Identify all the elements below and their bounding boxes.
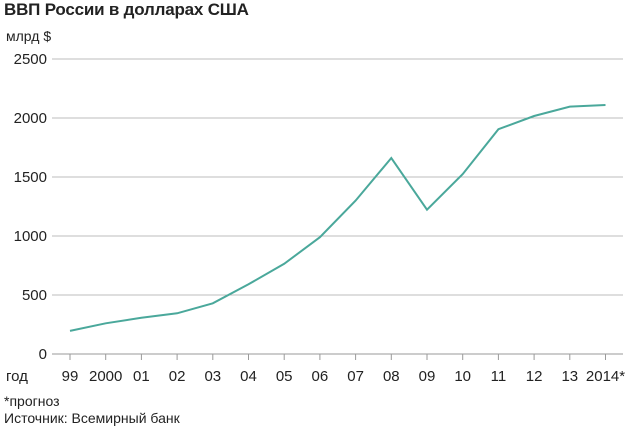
- source-note: Источник: Всемирный банк: [4, 410, 180, 426]
- y-tick-label: 2000: [14, 110, 47, 127]
- grid-lines: [52, 58, 623, 355]
- y-tick-label: 0: [39, 346, 47, 363]
- x-tick-label: 07: [347, 368, 364, 385]
- x-tick-label: 04: [240, 368, 257, 385]
- x-tick-label: 08: [383, 368, 400, 385]
- x-tick-label: 09: [419, 368, 436, 385]
- footnote: *прогноз: [4, 393, 60, 409]
- y-tick-label: 1500: [14, 169, 47, 186]
- chart-svg: 0 500 1000 1500 2000 2500 99 2000 01 02 03 04 05 06 0…: [6, 51, 625, 385]
- x-tick-label: 12: [526, 368, 543, 385]
- series-line: [69, 104, 606, 332]
- x-tick-label: 10: [454, 368, 471, 385]
- y-tick-label: 2500: [14, 51, 47, 68]
- y-tick-label: 500: [22, 287, 47, 304]
- x-tick-label: 2014*: [586, 368, 625, 385]
- x-tick-label: 03: [204, 368, 221, 385]
- x-tick-label: 2000: [89, 368, 122, 385]
- x-tick-label: 13: [561, 368, 578, 385]
- x-axis-label: год: [6, 368, 28, 385]
- y-axis-unit-label: млрд $: [6, 28, 52, 44]
- x-tick-label: 02: [169, 368, 186, 385]
- x-tick-label: 11: [491, 368, 507, 385]
- y-tick-labels: 0 500 1000 1500 2000 2500: [14, 51, 47, 363]
- chart-title: ВВП России в долларах США: [4, 0, 249, 19]
- y-tick-label: 1000: [14, 228, 47, 245]
- x-tick-label: 06: [312, 368, 329, 385]
- x-tick-label: 01: [133, 368, 150, 385]
- x-tick-label: 99: [62, 368, 79, 385]
- x-tick-label: 05: [276, 368, 293, 385]
- x-tick-marks: 99 2000 01 02 03 04 05 06 07 08 09 10 11 12 13 2014*: [62, 354, 625, 385]
